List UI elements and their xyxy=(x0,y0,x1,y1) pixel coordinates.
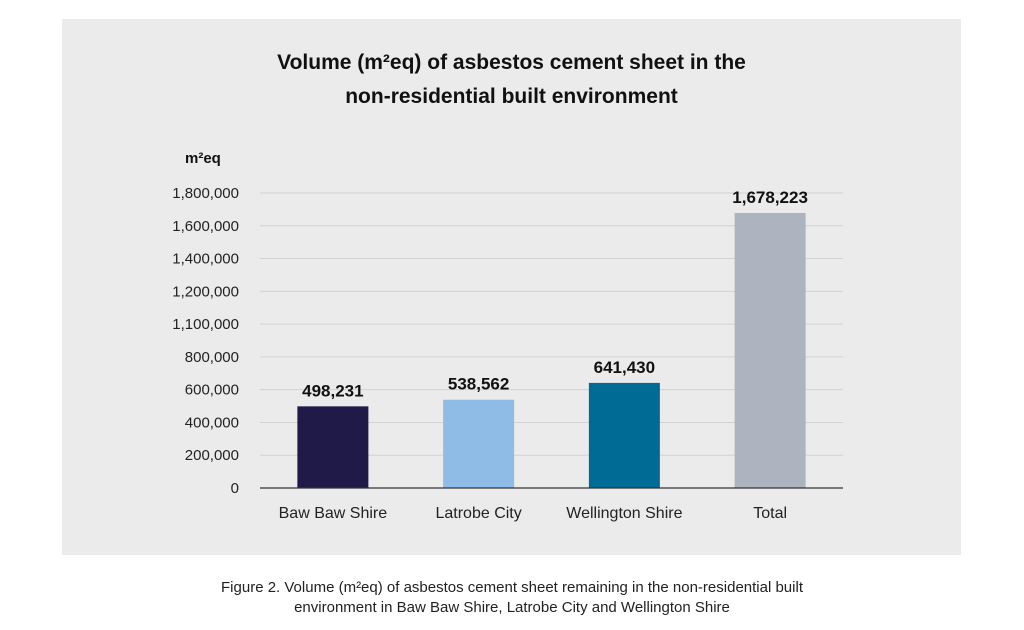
bar xyxy=(588,382,660,488)
y-tick-label: 600,000 xyxy=(185,382,239,399)
data-label: 498,231 xyxy=(302,381,363,400)
data-label: 1,678,223 xyxy=(732,188,808,207)
y-tick-label: 1,200,000 xyxy=(172,283,239,300)
y-axis-unit-label: m²eq xyxy=(185,150,221,167)
bar xyxy=(297,406,369,488)
bar xyxy=(443,399,515,488)
caption-line-2: environment in Baw Baw Shire, Latrobe Ci… xyxy=(294,599,730,616)
caption-line-1: Figure 2. Volume (m²eq) of asbestos ceme… xyxy=(221,579,803,596)
y-tick-label: 200,000 xyxy=(185,447,239,464)
y-tick-label: 400,000 xyxy=(185,414,239,431)
chart-title: Volume (m²eq) of asbestos cement sheet i… xyxy=(62,46,961,114)
y-tick-label: 1,100,000 xyxy=(172,316,239,333)
y-tick-label: 1,800,000 xyxy=(172,185,239,202)
x-tick-label: Latrobe City xyxy=(435,505,521,522)
y-tick-label: 1,400,000 xyxy=(172,251,239,268)
x-tick-label: Baw Baw Shire xyxy=(279,505,388,522)
data-label: 538,562 xyxy=(448,375,509,394)
x-tick-label: Wellington Shire xyxy=(566,505,682,522)
chart-title-line-2: non-residential built environment xyxy=(345,85,678,108)
y-tick-label: 800,000 xyxy=(185,349,239,366)
data-label: 641,430 xyxy=(594,358,655,377)
y-tick-label: 0 xyxy=(231,480,239,497)
y-tick-label: 1,600,000 xyxy=(172,218,239,235)
x-tick-label: Total xyxy=(753,505,787,522)
chart-title-line-1: Volume (m²eq) of asbestos cement sheet i… xyxy=(277,51,746,74)
bar xyxy=(734,212,806,489)
figure-caption: Figure 2. Volume (m²eq) of asbestos ceme… xyxy=(0,578,1024,618)
